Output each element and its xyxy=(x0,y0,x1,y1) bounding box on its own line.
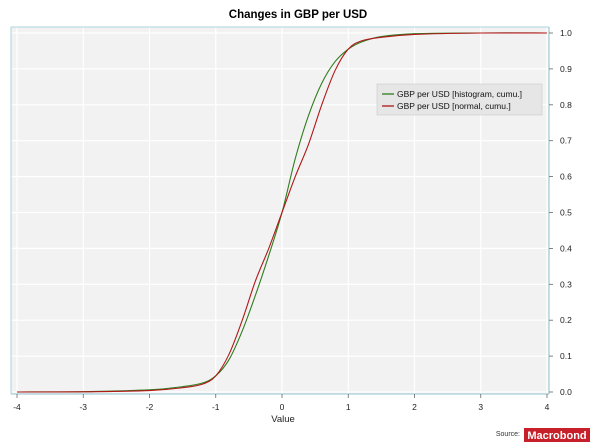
x-axis-ticks: -4 -3 -2 -1 0 1 2 3 4 xyxy=(13,394,550,412)
y-tick-label: 0.4 xyxy=(560,243,572,253)
plot-area xyxy=(11,27,549,394)
y-tick-label: 0.7 xyxy=(560,136,572,146)
footer: Source: Macrobond xyxy=(496,428,590,442)
y-axis-ticks: 0.0 0.1 0.2 0.3 0.4 0.5 0.6 0.7 0.8 0.9 1.0 xyxy=(549,28,572,397)
x-tick-label: 3 xyxy=(478,402,483,412)
y-tick-label: 0.0 xyxy=(560,387,572,397)
series-lines xyxy=(16,32,548,393)
macrobond-logo-text: Macrobond xyxy=(527,430,586,442)
x-tick-label: -2 xyxy=(146,402,154,412)
x-tick-label: 0 xyxy=(280,402,285,412)
y-tick-label: 0.2 xyxy=(560,315,572,325)
x-tick-label: 4 xyxy=(545,402,550,412)
gridlines xyxy=(11,27,549,394)
source-label: Source: xyxy=(496,431,520,438)
legend: GBP per USD [histogram, cumu.] GBP per US… xyxy=(376,83,543,116)
y-tick-label: 0.5 xyxy=(560,208,572,218)
x-tick-label: 2 xyxy=(412,402,417,412)
x-axis-label: Value xyxy=(271,414,295,425)
y-tick-label: 0.3 xyxy=(560,279,572,289)
x-tick-label: -4 xyxy=(13,402,21,412)
axes xyxy=(10,26,550,395)
y-tick-label: 0.9 xyxy=(560,64,572,74)
x-tick-label: -1 xyxy=(212,402,220,412)
y-tick-label: 0.6 xyxy=(560,172,572,182)
legend-label-2: GBP per USD [normal, cumu.] xyxy=(397,101,511,111)
y-tick-label: 1.0 xyxy=(560,28,572,38)
x-tick-label: 1 xyxy=(346,402,351,412)
legend-label-1: GBP per USD [histogram, cumu.] xyxy=(397,89,522,99)
y-tick-label: 0.1 xyxy=(560,351,572,361)
series-line-2 xyxy=(16,32,548,393)
macrobond-logo xyxy=(524,428,590,442)
legend-box xyxy=(376,83,543,116)
x-tick-label: -3 xyxy=(79,402,87,412)
y-tick-label: 0.8 xyxy=(560,100,572,110)
chart-title: Changes in GBP per USD xyxy=(229,9,367,21)
